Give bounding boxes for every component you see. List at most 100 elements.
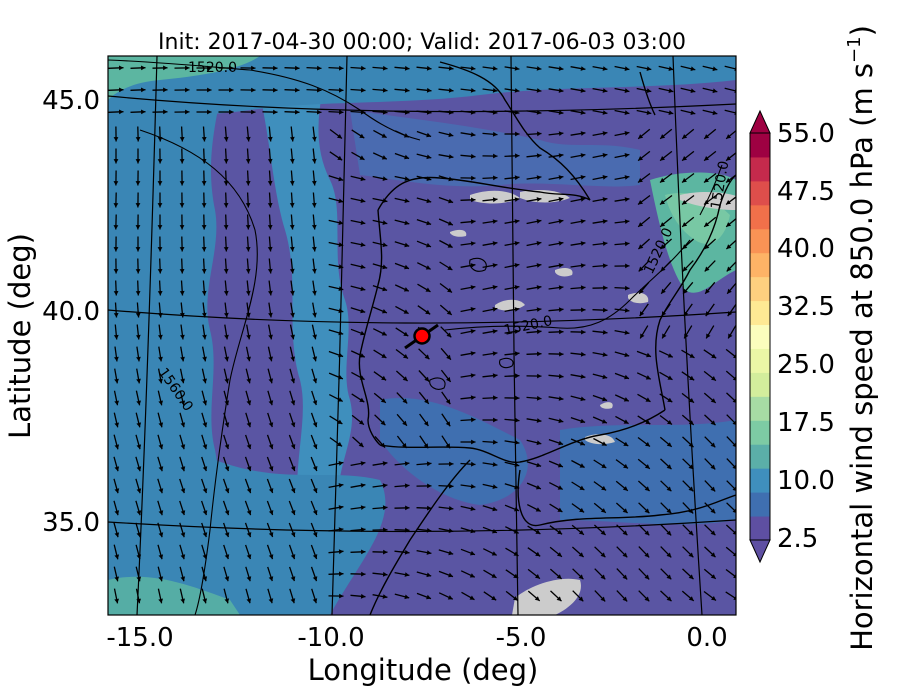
- wind-arrow-head: [246, 576, 252, 582]
- wind-arrow-head: [224, 532, 230, 538]
- wind-arrow-head: [179, 181, 185, 186]
- wind-zone-northwest-high: [108, 56, 260, 100]
- colorbar-title: Horizontal wind speed at 850.0 hPa (m s−…: [844, 25, 879, 651]
- wind-arrow-head: [426, 572, 432, 578]
- wind-arrow-head: [179, 290, 185, 296]
- wind-arrow-head: [668, 88, 674, 93]
- wind-vectors: [108, 65, 736, 604]
- wind-arrow-head: [492, 110, 498, 115]
- wind-arrow-head: [289, 158, 295, 164]
- wind-arrow-head: [339, 571, 344, 577]
- wind-arrow-head: [469, 573, 475, 578]
- wind-arrow-head: [602, 110, 608, 115]
- wind-arrow-head: [727, 311, 733, 317]
- wind-arrow-head: [224, 466, 230, 472]
- wind-arrow-head: [136, 554, 142, 560]
- wind-arrow-head: [312, 290, 317, 296]
- coastlines: [358, 61, 736, 615]
- wind-arrow-head: [245, 247, 251, 252]
- wind-arrow-head: [135, 269, 141, 274]
- x-tick-label: -5.0: [496, 623, 547, 653]
- wind-arrow-head: [580, 219, 586, 224]
- wind-arrow-head: [114, 466, 120, 472]
- wind-arrow-head: [492, 329, 498, 334]
- wind-arrow-head: [158, 466, 164, 472]
- wind-arrow-head: [113, 313, 119, 318]
- wind-arrow-head: [246, 510, 252, 516]
- wind-arrow-head: [622, 552, 628, 558]
- wind-arrow-head: [360, 461, 366, 466]
- wind-arrow-head: [600, 530, 606, 535]
- wind-arrow-head: [135, 181, 141, 186]
- wind-arrow-head: [312, 334, 317, 340]
- wind-arrow-head: [492, 439, 498, 445]
- wind-arrow-head: [579, 463, 585, 468]
- wind-arrow-head: [201, 290, 207, 296]
- wind-arrow-head: [158, 378, 163, 384]
- wind-arrow-head: [624, 330, 630, 335]
- wind-arrow-head: [273, 109, 278, 115]
- wind-arrow-head: [382, 594, 388, 599]
- wind-arrow-head: [514, 66, 520, 71]
- wind-arrow-head: [179, 247, 185, 252]
- wind-arrow-head: [135, 291, 141, 296]
- wind-arrow-head: [513, 596, 518, 601]
- wind-arrow-head: [704, 156, 709, 161]
- wind-arrow-head: [557, 463, 563, 468]
- wind-arrow-head: [536, 462, 542, 468]
- wind-arrow-head: [404, 483, 410, 489]
- colorbar-segment: [750, 133, 770, 158]
- wind-arrow-head: [114, 356, 119, 362]
- wind-arrow-head: [448, 132, 454, 138]
- wind-arrow-head: [623, 419, 629, 424]
- wind-arrow-head: [312, 422, 318, 428]
- wind-arrow-head: [202, 422, 208, 428]
- wind-arrow-head: [179, 137, 185, 142]
- wind-arrow-head: [645, 441, 650, 447]
- wind-arrow-head: [312, 136, 317, 142]
- colorbar-segment: [750, 348, 770, 373]
- wind-arrow-head: [666, 442, 672, 447]
- wind-arrow-head: [223, 203, 229, 208]
- wind-arrow-head: [447, 287, 452, 293]
- x-tick-label: 0.0: [686, 623, 727, 653]
- wind-arrow-head: [135, 159, 141, 164]
- wind-arrow-head: [114, 400, 119, 406]
- wind-arrow-head: [246, 400, 252, 406]
- wind-arrow-head: [135, 312, 141, 318]
- wind-arrow-head: [136, 598, 141, 604]
- wind-arrow-head: [224, 356, 229, 362]
- wind-arrow: [725, 568, 736, 578]
- wind-arrow-head: [727, 288, 732, 294]
- wind-arrow-head: [514, 506, 519, 512]
- wind-arrow-head: [624, 153, 630, 158]
- wind-arrow-head: [381, 375, 387, 381]
- wind-arrow-head: [492, 66, 498, 71]
- wind-arrow-head: [690, 110, 696, 115]
- wind-arrow-head: [312, 378, 318, 384]
- wind-arrow-head: [224, 400, 230, 406]
- wind-arrow-head: [136, 334, 141, 340]
- wind-arrow-head: [646, 66, 652, 71]
- wind-arrow-head: [119, 65, 124, 71]
- wind-arrow-head: [660, 266, 666, 272]
- wind-arrow-head: [688, 486, 694, 492]
- wind-arrow-head: [726, 244, 732, 249]
- wind-arrow-head: [136, 576, 142, 582]
- wind-arrow-head: [471, 439, 476, 445]
- colorbar-tick-label: 40.0: [777, 234, 835, 264]
- wind-arrow-head: [558, 440, 564, 446]
- wind-arrow-head: [580, 88, 586, 93]
- wind-arrow-head: [644, 486, 650, 491]
- wind-arrow-head: [492, 263, 498, 268]
- wind-arrow-head: [689, 398, 694, 403]
- contour-small-loop-3: [499, 357, 514, 369]
- wind-arrow-head: [311, 246, 317, 252]
- colorbar-title-close: ): [845, 25, 879, 36]
- wind-arrow-head: [470, 395, 476, 400]
- wind-arrow-head: [295, 87, 300, 93]
- map-plot-area: [108, 56, 736, 615]
- colorbar-segment: [750, 252, 770, 278]
- colorbar-title-main: Horizontal wind speed at 850.0 hPa (m s: [845, 63, 879, 651]
- wind-arrow-head: [536, 329, 542, 335]
